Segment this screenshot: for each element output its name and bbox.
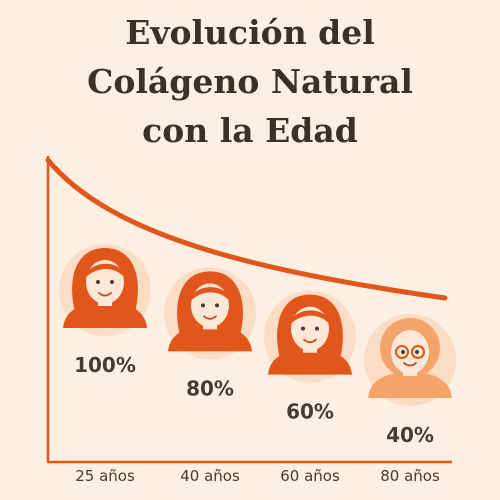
eye [110,280,114,284]
eye [415,350,419,354]
decline-curve [45,157,448,301]
smile [303,338,317,344]
portrait [364,314,456,406]
eye [215,303,219,308]
x-tick-label: 80 años [380,467,440,485]
value-label: 40% [386,423,434,447]
fringe [85,263,125,278]
eye [315,326,319,331]
chart-title: Evolución del Colágeno Natural con la Ed… [87,13,413,150]
fringe [190,287,230,302]
portrait [264,290,356,383]
x-tick-label: 40 años [180,467,240,485]
portrait [59,244,151,336]
title-box: Evolución del Colágeno Natural con la Ed… [0,8,500,155]
smile [403,362,417,367]
glasses [395,345,409,359]
eye [301,326,305,331]
face [391,330,429,374]
portrait [164,267,256,360]
value-label: 60% [286,400,334,424]
smile [203,315,217,320]
x-tick-label: 60 años [280,467,340,485]
smile [98,292,112,297]
glasses [411,345,425,359]
value-label: 80% [186,376,234,400]
fringe [290,310,330,325]
eye [96,280,100,284]
shoulders [368,372,452,398]
eye [201,303,205,308]
value-label: 100% [74,353,136,377]
x-tick-label: 25 años [75,467,135,485]
eye [401,350,405,354]
